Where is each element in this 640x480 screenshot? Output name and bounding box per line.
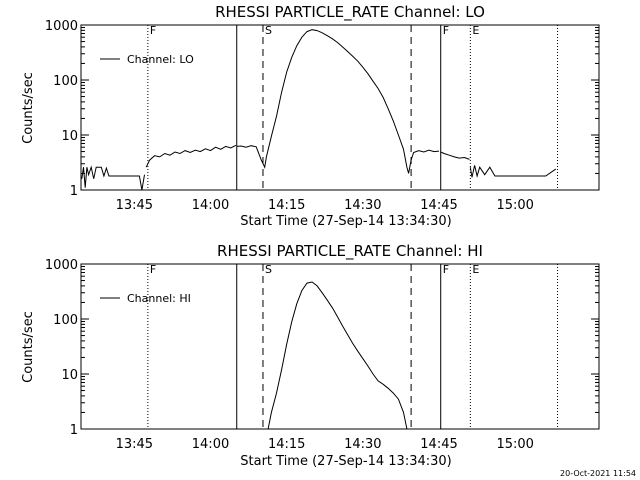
y-axis-label-hi: Counts/sec: [21, 311, 36, 383]
series-line-segment: [267, 281, 408, 430]
legend-hi: Channel: HI: [100, 292, 191, 305]
y-tick-label: 1: [70, 184, 78, 199]
chart-title-lo: RHESSI PARTICLE_RATE Channel: LO: [215, 3, 485, 22]
series-line-segment: [469, 165, 557, 178]
y-tick-label: 10: [61, 368, 78, 383]
x-tick-label: 14:45: [420, 437, 457, 452]
panel-hi: RHESSI PARTICLE_RATE Channel: HI 13:45 14…: [21, 242, 600, 469]
panel-lo: RHESSI PARTICLE_RATE Channel: LO 13:45 14…: [21, 3, 600, 229]
x-tick-label: 14:00: [192, 198, 229, 213]
x-tick-label: 14:45: [420, 198, 457, 213]
x-tick-label: 14:00: [192, 437, 229, 452]
x-tick-label: 14:15: [268, 437, 305, 452]
y-tick-label: 1000: [45, 19, 78, 34]
series-line-segment: [440, 151, 470, 160]
chart-title-hi: RHESSI PARTICLE_RATE Channel: HI: [217, 242, 483, 261]
legend-lo: Channel: LO: [100, 53, 194, 66]
x-tick-label: 14:30: [344, 198, 381, 213]
y-tick-label: 1000: [45, 258, 78, 273]
time-marker-label: F: [443, 24, 449, 37]
legend-label-hi: Channel: HI: [127, 292, 191, 305]
y-axis-label-lo: Counts/sec: [21, 72, 36, 144]
time-marker-label: F: [443, 263, 449, 276]
axis-ticks-lo: 13:45 14:00 14:15 14:30 14:45 15:00 1 10 100 1000: [45, 19, 599, 213]
y-tick-label: 100: [53, 74, 78, 89]
x-tick-label: 15:00: [496, 437, 533, 452]
time-marker-label: S: [265, 263, 272, 276]
time-marker-label: F: [150, 263, 156, 276]
x-tick-label: 15:00: [496, 198, 533, 213]
x-axis-label-hi: Start Time (27-Sep-14 13:34:30): [240, 454, 451, 469]
series-line-segment: [236, 29, 440, 174]
y-tick-label: 10: [61, 129, 78, 144]
plot-frame-lo: [80, 24, 600, 191]
time-marker-label: S: [265, 24, 272, 37]
series-line-segment: [145, 144, 237, 168]
series-lines-hi: [267, 281, 408, 430]
series-lines-lo: [81, 29, 557, 191]
x-tick-label: 13:45: [116, 198, 153, 213]
time-marker-label: E: [472, 263, 479, 276]
x-axis-label-lo: Start Time (27-Sep-14 13:34:30): [240, 214, 451, 229]
y-tick-label: 1: [70, 423, 78, 438]
series-line-segment: [81, 165, 145, 191]
time-marker-label: E: [472, 24, 479, 37]
date-stamp: 20-Oct-2021 11:54: [560, 469, 636, 478]
legend-label-lo: Channel: LO: [127, 53, 194, 66]
x-tick-label: 14:15: [268, 198, 305, 213]
time-marker-label: F: [150, 24, 156, 37]
y-tick-label: 100: [53, 313, 78, 328]
axis-ticks-hi: 13:45 14:00 14:15 14:30 14:45 15:00 1 10 100 1000: [45, 258, 599, 452]
x-tick-label: 13:45: [116, 437, 153, 452]
x-tick-label: 14:30: [344, 437, 381, 452]
plot-frame-hi: [80, 263, 600, 430]
